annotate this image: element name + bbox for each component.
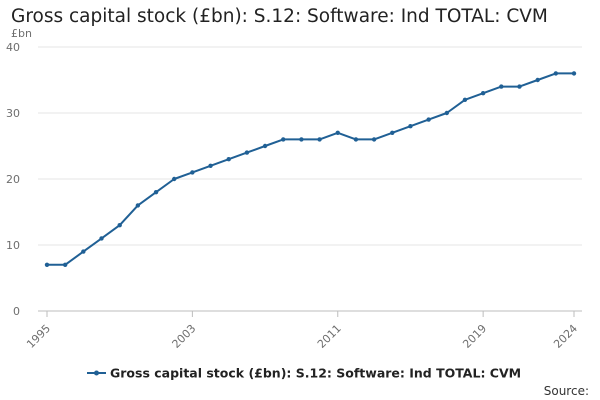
data-point[interactable]: [444, 110, 449, 116]
data-point[interactable]: [44, 262, 50, 267]
y-tick-label: 40: [6, 41, 20, 54]
legend[interactable]: Gross capital stock (£bn): S.12: Softwar…: [87, 366, 521, 381]
legend-label: Gross capital stock (£bn): S.12: Softwar…: [110, 366, 521, 381]
data-point[interactable]: [62, 262, 68, 267]
data-point[interactable]: [408, 124, 413, 129]
source-label: Source:: [544, 384, 589, 398]
x-tick-label: 2011: [315, 322, 344, 351]
data-point[interactable]: [335, 130, 340, 135]
data-point[interactable]: [281, 137, 286, 142]
data-point[interactable]: [190, 170, 195, 175]
chart-title: Gross capital stock (£bn): S.12: Softwar…: [11, 6, 548, 27]
data-point[interactable]: [535, 77, 540, 83]
data-point[interactable]: [462, 97, 468, 103]
data-point[interactable]: [208, 163, 213, 168]
data-point[interactable]: [371, 137, 377, 142]
series-group: [44, 71, 577, 267]
y-axis-ticks: 0 10 20 30 40: [6, 41, 20, 318]
y-tick-label: 10: [6, 239, 20, 252]
x-tick-label: 2024: [551, 322, 580, 351]
x-axis: 1995 2003 2011 2019 2024: [24, 311, 580, 351]
data-point[interactable]: [244, 150, 250, 155]
data-point[interactable]: [426, 117, 431, 122]
data-point[interactable]: [117, 223, 122, 228]
data-point[interactable]: [99, 236, 104, 241]
x-tick-label: 2019: [460, 322, 489, 351]
x-tick-label: 2003: [170, 322, 199, 351]
data-point[interactable]: [517, 84, 522, 89]
data-point[interactable]: [81, 249, 86, 254]
y-tick-label: 0: [13, 305, 20, 318]
data-point[interactable]: [226, 157, 231, 162]
data-point[interactable]: [353, 137, 359, 142]
data-point[interactable]: [390, 130, 395, 135]
data-point[interactable]: [299, 137, 304, 142]
data-point[interactable]: [480, 91, 486, 96]
data-point[interactable]: [499, 84, 504, 89]
series-line: [47, 72, 574, 266]
y-axis-unit-label: £bn: [11, 27, 32, 40]
legend-marker-icon: [94, 370, 99, 376]
y-tick-label: 30: [6, 107, 20, 120]
data-point[interactable]: [571, 71, 577, 76]
x-tick-label: 1995: [24, 322, 53, 351]
y-tick-label: 20: [6, 173, 20, 186]
gridlines: [38, 46, 582, 312]
data-point[interactable]: [553, 71, 559, 76]
data-point[interactable]: [153, 190, 159, 195]
data-point[interactable]: [135, 203, 141, 208]
data-point[interactable]: [262, 143, 268, 149]
data-point[interactable]: [317, 137, 322, 142]
data-point[interactable]: [172, 176, 177, 182]
